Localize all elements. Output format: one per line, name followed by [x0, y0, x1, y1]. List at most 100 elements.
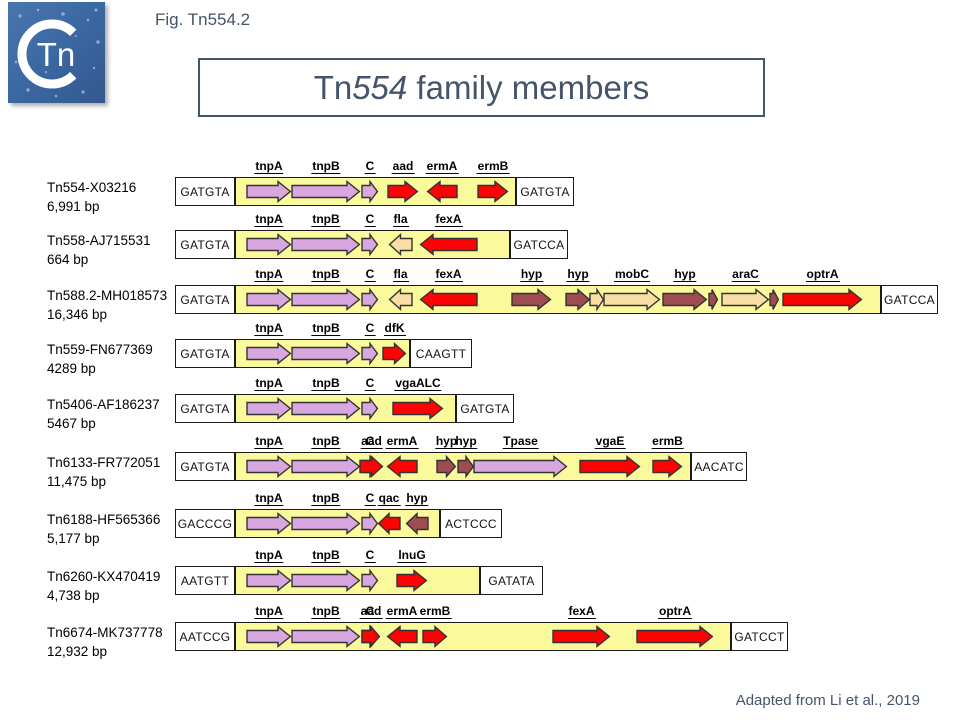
gene-arrow-optrA	[782, 288, 863, 311]
right-end-sequence: GATATA	[480, 566, 543, 595]
row-label: Tn5406-AF186237 5467 bp	[47, 395, 160, 433]
gene-name-label: tnpB	[311, 434, 341, 449]
transposon-name: Tn6188-HF565366	[47, 512, 161, 527]
gene-name-label: araC	[731, 267, 760, 282]
gene-arrow-araC	[721, 288, 770, 311]
gene-arrow-tnpB	[291, 625, 361, 648]
transposon-size: 11,475 bp	[47, 474, 107, 489]
gene-name-label: ermA	[385, 604, 419, 619]
transposon-name: Tn559-FN677369	[47, 342, 153, 357]
gene-name-label: fexA	[434, 212, 463, 227]
gene-name-label: tnpB	[311, 212, 341, 227]
gene-name-label: tnpB	[311, 376, 341, 391]
gene-name-label: dfK	[383, 321, 406, 336]
gene-arrow-tnpA	[246, 397, 292, 420]
gene-arrow-aad	[387, 180, 419, 203]
gene-arrow-ermB	[477, 180, 509, 203]
gene-name-label: tnpA	[254, 434, 284, 449]
gene-name-label: ermA	[425, 159, 459, 174]
gene-arrow-fla	[388, 233, 413, 256]
gene-arrow-mobC	[603, 288, 661, 311]
right-end-sequence: GATCCT	[731, 622, 788, 651]
gene-name-label: fla	[392, 212, 409, 227]
gene-name-label: ermB	[651, 434, 684, 449]
gene-arrow-ermA	[426, 180, 458, 203]
gene-arrow-unlabeled	[589, 287, 605, 312]
gene-name-label: Tpase	[502, 434, 539, 449]
attribution-text: Adapted from Li et al., 2019	[735, 692, 920, 709]
gene-arrow-hyp	[565, 288, 591, 311]
gene-arrow-optrA	[636, 625, 714, 648]
left-end-sequence: GATGTA	[175, 339, 235, 368]
gene-name-label: vgaALC	[394, 376, 442, 391]
gene-arrow-tnpA	[246, 180, 292, 203]
row-label: Tn6133-FR772051 11,475 bp	[47, 453, 160, 491]
gene-arrow-C	[361, 511, 379, 536]
gene-name-label: tnpB	[311, 491, 341, 506]
gene-arrow-fexA	[419, 288, 478, 311]
gene-arrow-tnpA	[246, 569, 292, 592]
gene-name-label: ermA	[385, 434, 419, 449]
gene-arrow-unlabeled	[708, 289, 719, 310]
gene-arrow-tnpB	[291, 397, 361, 420]
transposon-size: 664 bp	[47, 252, 89, 267]
gene-arrow-tnpB	[291, 455, 361, 478]
gene-name-label: mobC	[614, 267, 650, 282]
gene-name-label: aad	[359, 604, 383, 619]
left-end-sequence: GACCCG	[175, 509, 235, 538]
transposon-size: 4289 bp	[47, 361, 96, 376]
gene-arrow-aad	[361, 624, 381, 649]
gene-name-label: lnuG	[397, 548, 427, 563]
gene-arrow-C	[361, 396, 379, 421]
gene-arrow-qac	[377, 511, 401, 536]
gene-name-label: hyp	[519, 267, 544, 282]
gene-name-label: tnpA	[254, 321, 284, 336]
left-end-sequence: AATGTT	[175, 566, 235, 595]
gene-arrow-dfK	[382, 342, 407, 365]
right-end-sequence: GATCCA	[881, 285, 938, 314]
gene-arrow-tnpB	[291, 512, 361, 535]
gene-arrow-Tpase	[473, 455, 568, 478]
tn-logo-graphic: Tn	[8, 2, 105, 103]
right-end-sequence: GATGTA	[456, 394, 514, 423]
transposon-name: Tn6674-MK737778	[47, 625, 163, 640]
gene-arrow-aad	[359, 455, 384, 478]
transposon-name: Tn6260-KX470419	[47, 569, 161, 584]
gene-arrow-ermA	[386, 625, 418, 648]
row-label: Tn588.2-MH018573 16,346 bp	[47, 286, 167, 324]
gene-name-label: C	[364, 159, 376, 174]
gene-name-label: tnpB	[311, 548, 341, 563]
gene-arrow-fexA	[552, 625, 611, 648]
logo-tn-text: Tn	[37, 36, 76, 73]
gene-name-label: tnpB	[311, 321, 341, 336]
gene-arrow-tnpB	[291, 180, 361, 203]
row-label: Tn6674-MK737778 12,932 bp	[47, 623, 163, 661]
transposon-size: 4,738 bp	[47, 588, 100, 603]
gene-name-label: hyp	[405, 491, 429, 506]
row-label: Tn6260-KX470419 4,738 bp	[47, 567, 160, 605]
gene-arrow-vgaALC	[392, 397, 444, 420]
transposon-name: Tn5406-AF186237	[47, 397, 160, 412]
gene-arrow-hyp	[662, 288, 708, 311]
tn-registry-logo: Tn	[8, 2, 105, 103]
gene-name-label: aad	[391, 159, 415, 174]
gene-arrow-ermA	[386, 455, 418, 478]
gene-arrow-C	[361, 341, 379, 366]
gene-name-label: tnpA	[254, 548, 284, 563]
gene-name-label: C	[364, 267, 376, 282]
gene-name-label: hyp	[454, 434, 478, 449]
gene-name-label: fexA	[434, 267, 463, 282]
logo-c-ring	[17, 19, 77, 89]
gene-name-label: fla	[392, 267, 409, 282]
gene-arrow-tnpA	[246, 288, 292, 311]
gene-arrow-tnpB	[291, 288, 361, 311]
title-suffix: family members	[407, 68, 650, 106]
row-label: Tn6188-HF565366 5,177 bp	[47, 510, 160, 548]
gene-name-label: hyp	[566, 267, 590, 282]
right-end-sequence: GATGTA	[516, 177, 574, 206]
gene-arrow-hyp	[405, 511, 429, 536]
gene-name-label: C	[364, 491, 376, 506]
gene-arrow-tnpA	[246, 625, 292, 648]
transposon-size: 6,991 bp	[47, 199, 100, 214]
